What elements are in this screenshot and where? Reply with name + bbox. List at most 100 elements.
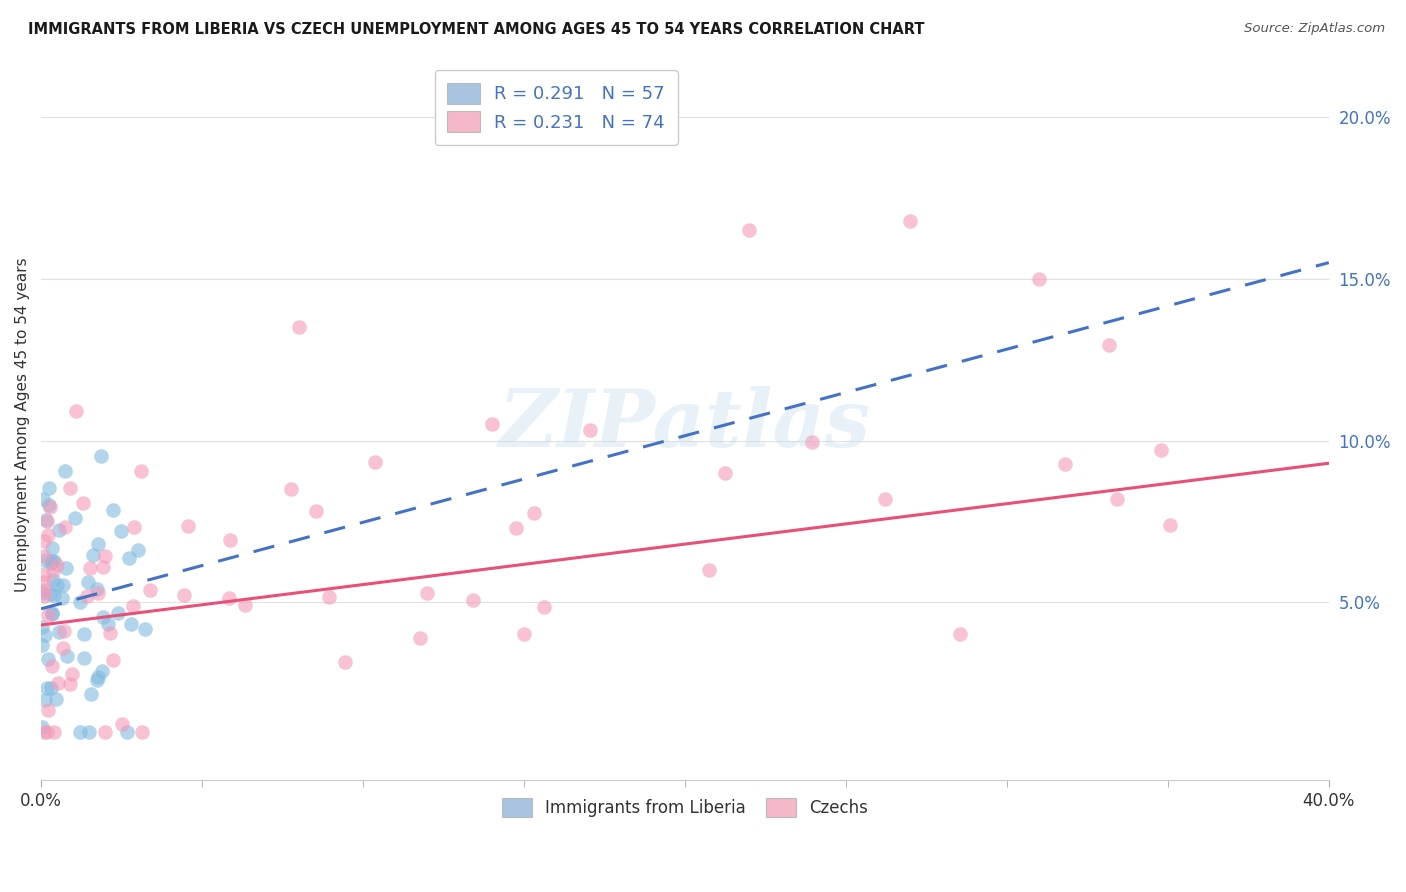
Point <box>35 513 58 527</box>
Point <box>87 586 110 600</box>
Point <box>65 404 87 418</box>
Point <box>177 519 200 533</box>
Point <box>72 496 94 510</box>
Point <box>120 616 142 631</box>
Point <box>90 450 112 464</box>
Point <box>1159 518 1181 533</box>
Point <box>34 575 56 590</box>
Point <box>34 724 56 739</box>
Point <box>31 638 53 652</box>
Point <box>41 541 63 556</box>
Point <box>73 651 96 665</box>
Point <box>287 320 309 334</box>
Point <box>31 620 53 634</box>
Point <box>416 585 439 599</box>
Point <box>42 588 65 602</box>
Point <box>34 552 56 566</box>
Point <box>110 524 132 538</box>
Point <box>714 466 737 480</box>
Point <box>94 724 117 739</box>
Point <box>101 503 124 517</box>
Point <box>34 567 56 582</box>
Point <box>39 587 62 601</box>
Point <box>32 492 55 507</box>
Point <box>86 673 108 688</box>
Point <box>52 624 75 638</box>
Point <box>56 649 79 664</box>
Point <box>41 659 63 673</box>
Point <box>505 520 527 534</box>
Point <box>579 423 602 437</box>
Point <box>38 481 60 495</box>
Point <box>139 582 162 597</box>
Point <box>461 593 484 607</box>
Point <box>533 599 555 614</box>
Point <box>94 549 117 563</box>
Point <box>34 533 56 548</box>
Point <box>1054 457 1077 471</box>
Point <box>609 126 631 140</box>
Point <box>48 625 70 640</box>
Point <box>45 558 67 573</box>
Point <box>218 591 240 605</box>
Point <box>134 622 156 636</box>
Point <box>1098 338 1121 352</box>
Point <box>318 590 340 604</box>
Point <box>38 500 60 515</box>
Point <box>333 656 356 670</box>
Point <box>51 591 73 606</box>
Point <box>280 482 302 496</box>
Point <box>37 514 59 528</box>
Point <box>80 687 103 701</box>
Point <box>63 510 86 524</box>
Point <box>87 670 110 684</box>
Point <box>37 528 59 542</box>
Text: IMMIGRANTS FROM LIBERIA VS CZECH UNEMPLOYMENT AMONG AGES 45 TO 54 YEARS CORRELAT: IMMIGRANTS FROM LIBERIA VS CZECH UNEMPLO… <box>28 22 925 37</box>
Point <box>41 554 63 568</box>
Point <box>103 653 125 667</box>
Point <box>38 498 60 512</box>
Y-axis label: Unemployment Among Ages 45 to 54 years: Unemployment Among Ages 45 to 54 years <box>15 257 30 591</box>
Point <box>173 588 195 602</box>
Point <box>35 681 58 695</box>
Point <box>69 724 91 739</box>
Point <box>97 617 120 632</box>
Point <box>34 627 56 641</box>
Point <box>37 608 59 623</box>
Point <box>37 703 59 717</box>
Point <box>523 506 546 520</box>
Point <box>55 464 77 478</box>
Point <box>91 610 114 624</box>
Point <box>129 463 152 477</box>
Point <box>481 417 503 432</box>
Point <box>52 640 75 655</box>
Point <box>37 652 59 666</box>
Point <box>82 548 104 562</box>
Point <box>90 665 112 679</box>
Point <box>219 533 242 548</box>
Point <box>91 559 114 574</box>
Point <box>42 724 65 739</box>
Point <box>1150 442 1173 457</box>
Point <box>53 520 76 534</box>
Point <box>41 607 63 622</box>
Point <box>34 589 56 603</box>
Point <box>127 543 149 558</box>
Point <box>34 549 56 563</box>
Point <box>111 717 134 731</box>
Point <box>118 551 141 566</box>
Point <box>364 455 387 469</box>
Point <box>87 537 110 551</box>
Point <box>34 693 56 707</box>
Point <box>45 692 67 706</box>
Point <box>738 223 761 237</box>
Point <box>79 561 101 575</box>
Point <box>76 589 98 603</box>
Point <box>873 491 896 506</box>
Point <box>107 606 129 620</box>
Point <box>48 676 70 690</box>
Text: Source: ZipAtlas.com: Source: ZipAtlas.com <box>1244 22 1385 36</box>
Point <box>31 586 53 600</box>
Point <box>39 681 62 696</box>
Point <box>233 599 256 613</box>
